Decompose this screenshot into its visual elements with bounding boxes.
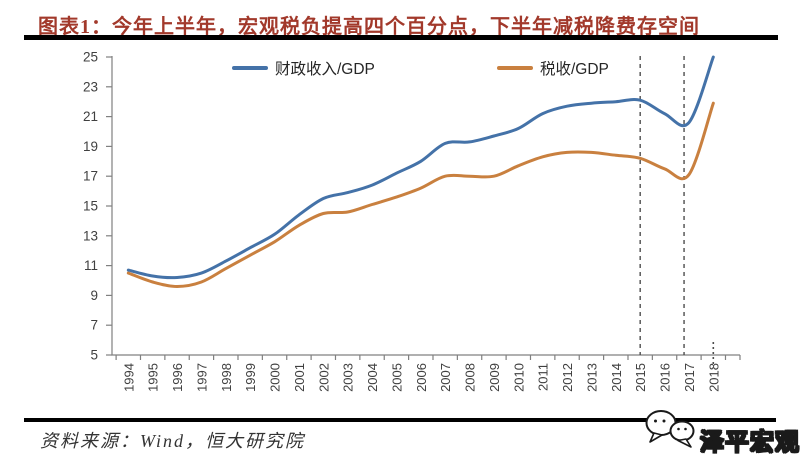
y-tick-label: 11	[84, 258, 98, 273]
tax-line-swatch	[497, 66, 533, 70]
x-tick-label: 1996	[170, 363, 185, 392]
series-line-fiscal-revenue-gdp	[126, 55, 715, 280]
fiscal-legend-label: 财政收入/GDP	[275, 61, 375, 78]
x-tick-label: 2014	[609, 363, 624, 392]
x-tick-label: 2004	[365, 363, 380, 392]
y-tick-label: 19	[83, 139, 98, 154]
x-tick-label: 2003	[341, 363, 356, 392]
x-tick-label: 2008	[463, 363, 478, 392]
y-tick-label: 13	[83, 228, 98, 243]
x-tick-label: 1994	[121, 363, 136, 392]
x-tick-label: 2000	[268, 363, 283, 392]
highlight-dashed-lines	[639, 56, 715, 368]
x-tick-label: 2010	[511, 363, 526, 392]
x-tick-label: 2001	[292, 363, 307, 392]
x-tick-label: 2013	[584, 363, 599, 392]
y-tick-label: 7	[90, 318, 98, 333]
y-tick-label: 21	[83, 109, 98, 124]
source-note: 资料来源：Wind，恒大研究院	[40, 431, 306, 451]
series-line-tax-gdp	[126, 101, 715, 288]
y-tick-label: 17	[83, 169, 98, 184]
x-tick-label: 2017	[682, 363, 697, 392]
tax-legend-label: 税收/GDP	[540, 61, 609, 78]
zeping-macro-logo: 泽平宏观	[644, 402, 800, 462]
x-tick-label: 1995	[146, 363, 161, 392]
x-tick-label: 2012	[560, 363, 575, 392]
y-tick-label: 15	[83, 199, 98, 214]
x-tick-label: 2016	[658, 363, 673, 392]
y-tick-label: 5	[90, 348, 98, 363]
logo-text: 泽平宏观	[699, 428, 800, 456]
x-tick-label: 1998	[219, 363, 234, 392]
chat-bubbles-icon	[645, 410, 695, 448]
x-tick-label: 2011	[536, 363, 551, 391]
y-tick-label: 9	[90, 288, 98, 303]
x-tick-label: 2018	[706, 363, 721, 392]
figure-title: 图表1：今年上半年，宏观税负提高四个百分点，下半年减税降费存空间	[38, 16, 700, 38]
fiscal-line-swatch	[232, 66, 268, 70]
x-tick-label: 2015	[633, 363, 648, 392]
x-tick-label: 2007	[438, 363, 453, 392]
legend-item-tax: 税收/GDP	[497, 59, 609, 78]
x-tick-label: 2009	[487, 363, 502, 392]
footer-divider	[24, 418, 776, 422]
y-tick-label: 25	[83, 50, 98, 65]
x-tick-label: 2002	[316, 363, 331, 392]
x-tick-label: 1997	[194, 363, 209, 392]
x-axis: 1994 1995 1996 1997 1998 1999 2000 2001 2002 2003…	[115, 355, 741, 392]
x-tick-label: 1999	[243, 363, 258, 392]
y-tick-label: 23	[83, 79, 98, 94]
legend-item-fiscal-revenue: 财政收入/GDP	[232, 59, 375, 78]
x-tick-label: 2005	[389, 363, 404, 392]
y-axis: 5 7 9 11 13 15 17 19 21 23 25	[83, 50, 112, 363]
title-divider	[24, 35, 778, 40]
x-tick-label: 2006	[414, 363, 429, 392]
